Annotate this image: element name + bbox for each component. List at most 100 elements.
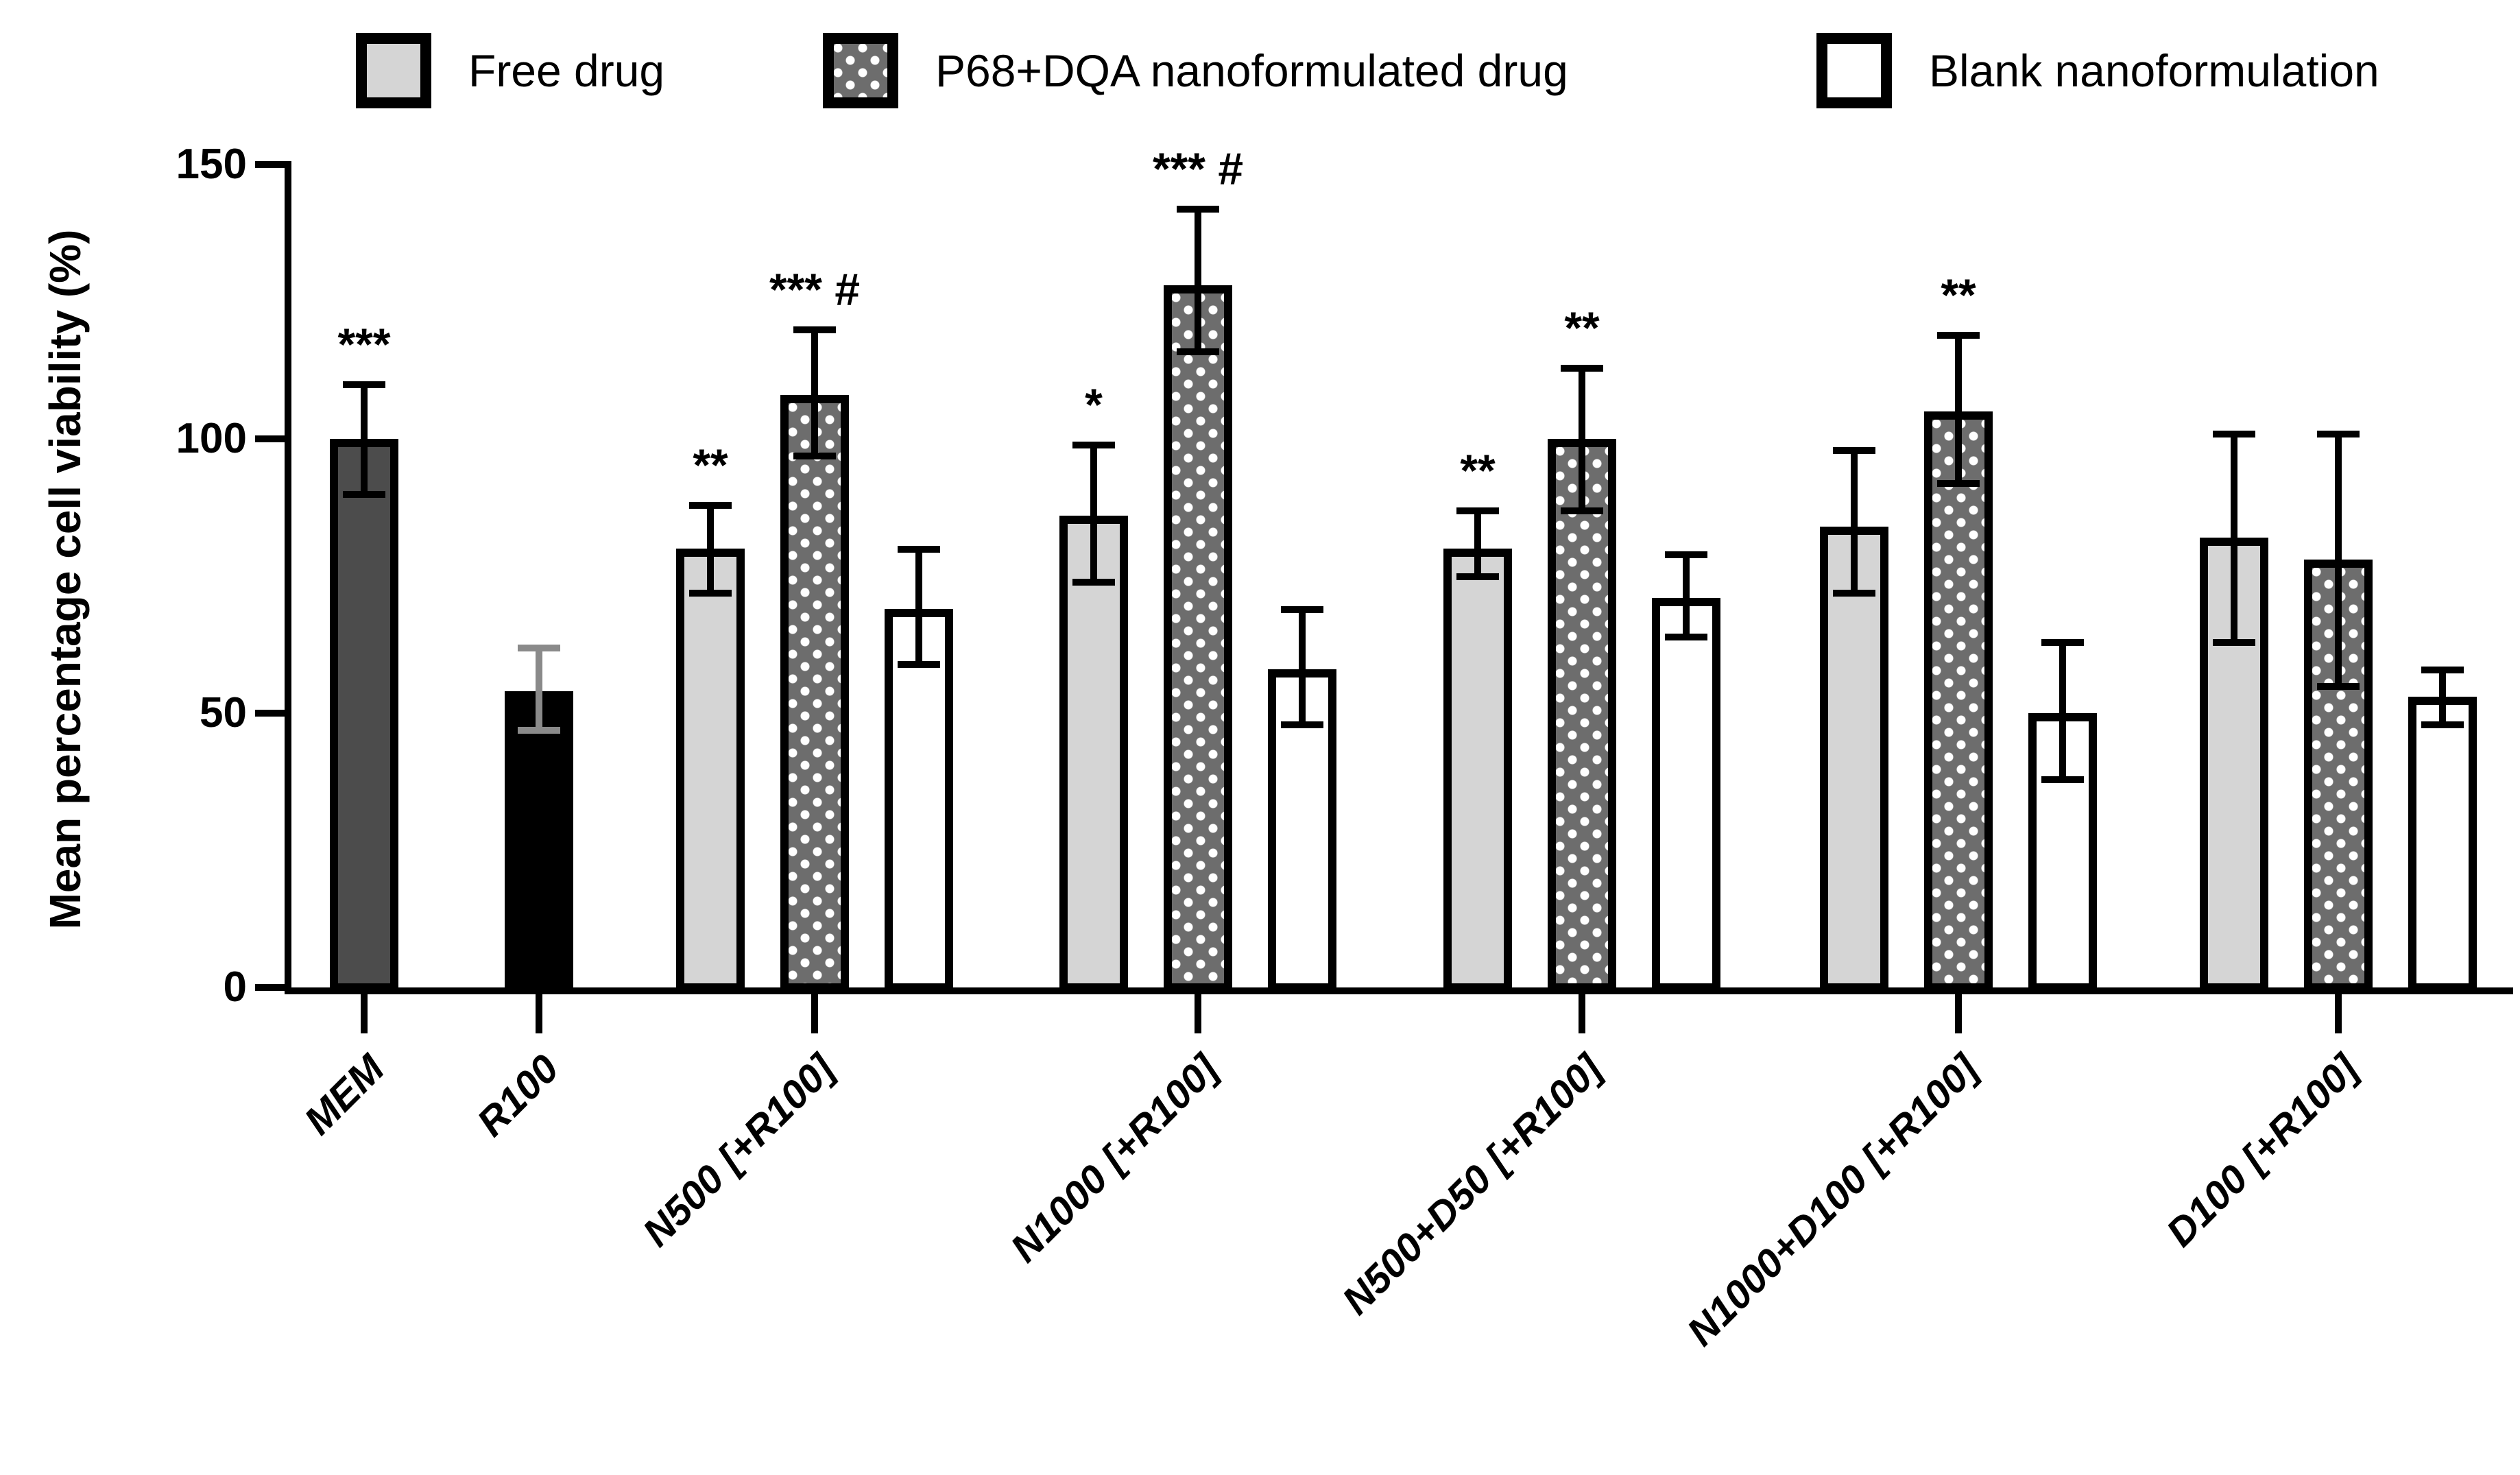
x-axis-tick <box>811 991 818 1033</box>
bar-r100 <box>505 691 573 992</box>
y-axis-tick-label: 50 <box>200 689 247 736</box>
error-bar-cap-bottom <box>793 453 836 459</box>
bar-mem <box>330 439 398 992</box>
error-bar-stem <box>536 647 542 730</box>
x-axis-label: N500 [+R100] <box>634 1046 843 1256</box>
x-axis-tick <box>1955 991 1962 1033</box>
error-bar-cap-bottom <box>898 661 940 668</box>
legend-label-nanoformulated-drug: P68+DQA nanoformulated drug <box>935 45 1568 96</box>
error-bar-cap-top <box>898 546 940 553</box>
legend-swatch-free-drug <box>356 33 431 108</box>
error-bar-stem <box>1579 368 1585 510</box>
error-bar-cap-top <box>2041 639 2084 646</box>
legend-swatch-blank-nanoformulation <box>1816 33 1892 108</box>
x-axis-tick <box>1195 991 1201 1033</box>
bar-free <box>1059 516 1128 992</box>
significance-label: *** # <box>769 264 861 315</box>
y-axis-tick-label: 100 <box>176 415 247 462</box>
y-axis-title: Mean percentage cell viability (%) <box>40 229 90 930</box>
error-bar-stem <box>1683 554 1690 636</box>
legend-label-blank-nanoformulation: Blank nanoformulation <box>1929 45 2379 96</box>
y-axis-tick <box>255 161 288 168</box>
bar-nano <box>780 395 849 992</box>
x-axis-label: N1000+D100 [+R100] <box>1679 1046 1987 1355</box>
bar-free <box>676 549 745 992</box>
significance-label: ** <box>1460 445 1496 496</box>
error-bar-cap-bottom <box>1072 579 1115 586</box>
error-bar-cap-bottom <box>1665 634 1707 640</box>
error-bar-cap-bottom <box>1456 573 1499 580</box>
error-bar-stem <box>915 549 922 664</box>
error-bar-stem <box>1195 208 1201 351</box>
error-bar-cap-bottom <box>1177 348 1219 355</box>
bar-free <box>1443 549 1512 992</box>
y-axis-tick-label: 150 <box>176 141 247 188</box>
error-bar-stem <box>811 329 818 455</box>
error-bar-stem <box>2231 433 2237 642</box>
x-axis-tick <box>1579 991 1585 1033</box>
x-axis-label: MEM <box>296 1046 393 1144</box>
significance-label: ** <box>1941 269 1976 320</box>
x-axis-tick <box>536 991 542 1033</box>
error-bar-stem <box>1474 510 1481 576</box>
error-bar-cap-top <box>793 326 836 333</box>
x-axis-label: D100 [+R100] <box>2157 1046 2367 1256</box>
error-bar-stem <box>1851 450 1858 592</box>
error-bar-cap-top <box>2213 431 2255 437</box>
bar-nano <box>1164 285 1232 992</box>
error-bar-stem <box>1090 444 1097 581</box>
error-bar-cap-top <box>1561 365 1603 372</box>
bar-blank <box>2408 697 2477 992</box>
x-axis-line <box>285 987 2513 994</box>
y-axis-tick <box>255 710 288 717</box>
error-bar-cap-top <box>343 381 385 388</box>
x-axis-tick <box>361 991 368 1033</box>
x-axis-tick <box>2335 991 2342 1033</box>
error-bar-cap-top <box>1937 332 1980 339</box>
error-bar-cap-bottom <box>518 727 560 734</box>
significance-label: ** <box>693 440 728 490</box>
bar-blank <box>1652 598 1720 992</box>
error-bar-cap-bottom <box>689 590 732 597</box>
error-bar-cap-bottom <box>1561 507 1603 514</box>
error-bar-cap-top <box>689 502 732 509</box>
error-bar-stem <box>2059 642 2066 779</box>
error-bar-cap-bottom <box>1281 721 1323 728</box>
bar-blank <box>885 609 953 992</box>
y-axis-tick <box>255 984 288 991</box>
bar-nano <box>1924 411 1993 992</box>
error-bar-cap-bottom <box>1833 590 1875 597</box>
error-bar-stem <box>1955 335 1962 483</box>
error-bar-cap-bottom <box>1937 480 1980 487</box>
error-bar-cap-bottom <box>343 491 385 498</box>
y-axis-line <box>285 161 291 994</box>
error-bar-cap-top <box>1833 447 1875 454</box>
error-bar-cap-top <box>518 645 560 651</box>
y-axis-tick <box>255 435 288 442</box>
bar-free <box>1820 527 1888 992</box>
error-bar-cap-bottom <box>2421 721 2464 728</box>
error-bar-cap-top <box>2421 667 2464 673</box>
error-bar-stem <box>2439 669 2446 724</box>
x-axis-label: R100 <box>468 1046 568 1145</box>
significance-label: ** <box>1564 302 1600 353</box>
error-bar-cap-top <box>1177 206 1219 213</box>
error-bar-cap-top <box>1665 551 1707 558</box>
y-axis-tick-label: 0 <box>223 963 247 1011</box>
significance-label: *** # <box>1152 143 1244 194</box>
error-bar-cap-bottom <box>2213 639 2255 646</box>
error-bar-cap-top <box>2317 431 2360 437</box>
error-bar-cap-top <box>1072 442 1115 448</box>
x-axis-label: N500+D50 [+R100] <box>1333 1046 1611 1323</box>
error-bar-stem <box>361 384 368 494</box>
error-bar-cap-top <box>1281 606 1323 613</box>
error-bar-stem <box>2335 433 2342 686</box>
significance-label: * <box>1085 379 1103 430</box>
error-bar-cap-bottom <box>2317 683 2360 690</box>
error-bar-stem <box>707 505 714 592</box>
error-bar-cap-top <box>1456 507 1499 514</box>
bar-nano <box>1548 439 1616 992</box>
error-bar-cap-bottom <box>2041 776 2084 783</box>
x-axis-label: N1000 [+R100] <box>1002 1046 1227 1271</box>
